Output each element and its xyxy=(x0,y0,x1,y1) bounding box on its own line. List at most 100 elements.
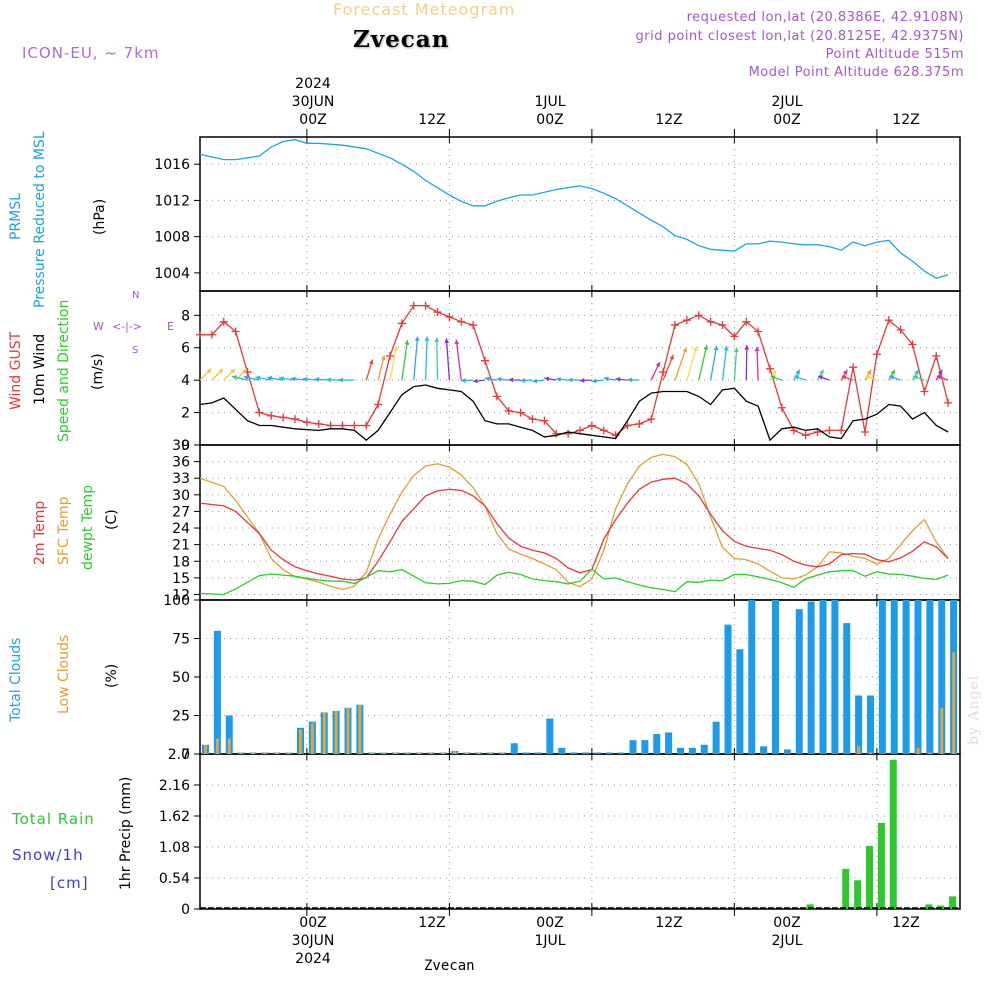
wind-direction-arrow xyxy=(819,369,824,375)
y-tick-label: 8 xyxy=(181,308,190,324)
snow-unit-label: [cm] xyxy=(50,874,89,892)
wind-direction-arrow xyxy=(389,346,398,381)
wind-direction-arrow xyxy=(243,375,249,380)
wind-direction-arrow xyxy=(279,376,284,381)
gust-marker xyxy=(896,325,905,334)
wind-direction-arrow xyxy=(889,375,895,380)
gust-marker xyxy=(801,431,810,440)
pressure-line xyxy=(199,139,949,280)
wind-direction-arrow xyxy=(756,346,759,381)
gust-marker xyxy=(421,301,430,310)
wind-direction-arrow xyxy=(866,369,871,375)
total-cloud-bar xyxy=(522,752,530,754)
wind-direction-arrow xyxy=(842,369,848,375)
low-cloud-bar xyxy=(239,752,243,754)
gust-marker xyxy=(872,350,881,359)
wind-direction-arrow xyxy=(674,347,687,381)
wind-direction-arrow xyxy=(302,376,308,382)
bottom-tick-label: 00Z xyxy=(299,915,327,931)
wind-direction-arrow xyxy=(682,347,688,353)
wind-direction-arrow xyxy=(914,369,919,375)
total-cloud-bar xyxy=(213,630,221,754)
low-cloud-bar xyxy=(417,752,421,754)
low-cloud-bar xyxy=(275,752,279,754)
gust-marker xyxy=(314,419,323,428)
wind-direction-arrow xyxy=(615,376,621,382)
gust-marker xyxy=(837,426,846,435)
wind-direction-arrow xyxy=(485,376,490,382)
wind-direction-arrow xyxy=(455,339,462,381)
total-cloud-bar xyxy=(772,600,779,754)
top-date-1jul: 1JUL xyxy=(534,94,566,110)
low-cloud-bar xyxy=(299,729,302,754)
total-cloud-bar xyxy=(665,732,673,754)
total-cloud-bar xyxy=(605,752,613,754)
total-cloud-bar xyxy=(819,600,827,754)
total-cloud-bar xyxy=(712,721,720,754)
y-tick-label: 0 xyxy=(181,747,190,763)
y-tick-label: 39 xyxy=(172,438,190,454)
wind-direction-arrow xyxy=(713,345,719,351)
rain-bar xyxy=(806,904,814,909)
low-cloud-bar xyxy=(204,744,207,754)
wind-direction-arrow xyxy=(255,375,261,381)
total-cloud-bar xyxy=(878,600,886,754)
low-cloud-bar xyxy=(869,752,872,754)
gust-marker xyxy=(587,421,596,430)
gust-marker xyxy=(528,415,537,424)
gust-marker xyxy=(397,319,406,328)
model-altitude: Model Point Altitude 628.375m xyxy=(748,65,964,80)
meteogram-title: Forecast Meteogram xyxy=(333,0,516,19)
wind-direction-arrow xyxy=(445,338,451,381)
gust-marker xyxy=(433,308,442,317)
total-cloud-bar xyxy=(890,600,898,754)
wind-direction-arrow xyxy=(401,339,409,381)
wind-direction-arrow xyxy=(723,345,729,351)
wind-direction-arrow xyxy=(703,345,709,350)
bottom-date-30jun: 30JUN xyxy=(291,933,335,949)
gust-marker xyxy=(350,421,359,430)
total-rain-label: Total Rain xyxy=(12,810,95,828)
bottom-tick-label: 00Z xyxy=(773,915,801,931)
bottom-date-1jul: 1JUL xyxy=(534,933,566,949)
temp2m-line xyxy=(199,477,949,581)
low-cloud-bar xyxy=(429,752,433,754)
low-cloud-bar xyxy=(952,652,956,754)
total-cloud-bar xyxy=(843,623,851,754)
y-tick-label: 12 xyxy=(172,587,190,603)
wind-direction-arrow xyxy=(556,376,561,382)
wind-direction-arrow xyxy=(698,344,708,381)
gust-marker xyxy=(742,317,751,326)
bottom-year-label: 2024 xyxy=(295,951,331,967)
gust-marker xyxy=(255,408,264,417)
rain-bar xyxy=(949,896,957,909)
top-date-30jun: 30JUN xyxy=(291,94,335,110)
gust-marker xyxy=(362,421,371,430)
wind-direction-arrow xyxy=(413,336,419,381)
wind-direction-arrow xyxy=(414,336,420,342)
wind-direction-arrow xyxy=(627,377,632,383)
gust-marker xyxy=(920,387,929,396)
gust-marker xyxy=(908,340,917,349)
gust-marker xyxy=(267,411,276,420)
wind-direction-arrow xyxy=(314,377,320,382)
panel-frame xyxy=(199,753,961,910)
wind-direction-arrow xyxy=(434,337,440,342)
wind-direction-arrow xyxy=(338,377,343,383)
wind-direction-arrow xyxy=(662,354,674,381)
low-cloud-bar xyxy=(227,738,231,754)
total-cloud-bar xyxy=(629,740,637,754)
wind-direction-arrow xyxy=(544,376,550,382)
gust-marker xyxy=(207,330,216,339)
low-cloud-bar xyxy=(382,752,386,754)
y-tick-label: 1012 xyxy=(154,193,190,209)
wind-direction-arrow xyxy=(693,346,698,352)
gust-marker xyxy=(196,330,204,339)
wind-direction-arrow xyxy=(290,376,296,382)
wind-direction-arrow xyxy=(865,375,871,380)
rain-bar xyxy=(854,880,862,909)
low-cloud-bar xyxy=(405,752,409,754)
dewpt-line xyxy=(199,568,949,596)
wind-direction-arrow xyxy=(206,368,212,374)
